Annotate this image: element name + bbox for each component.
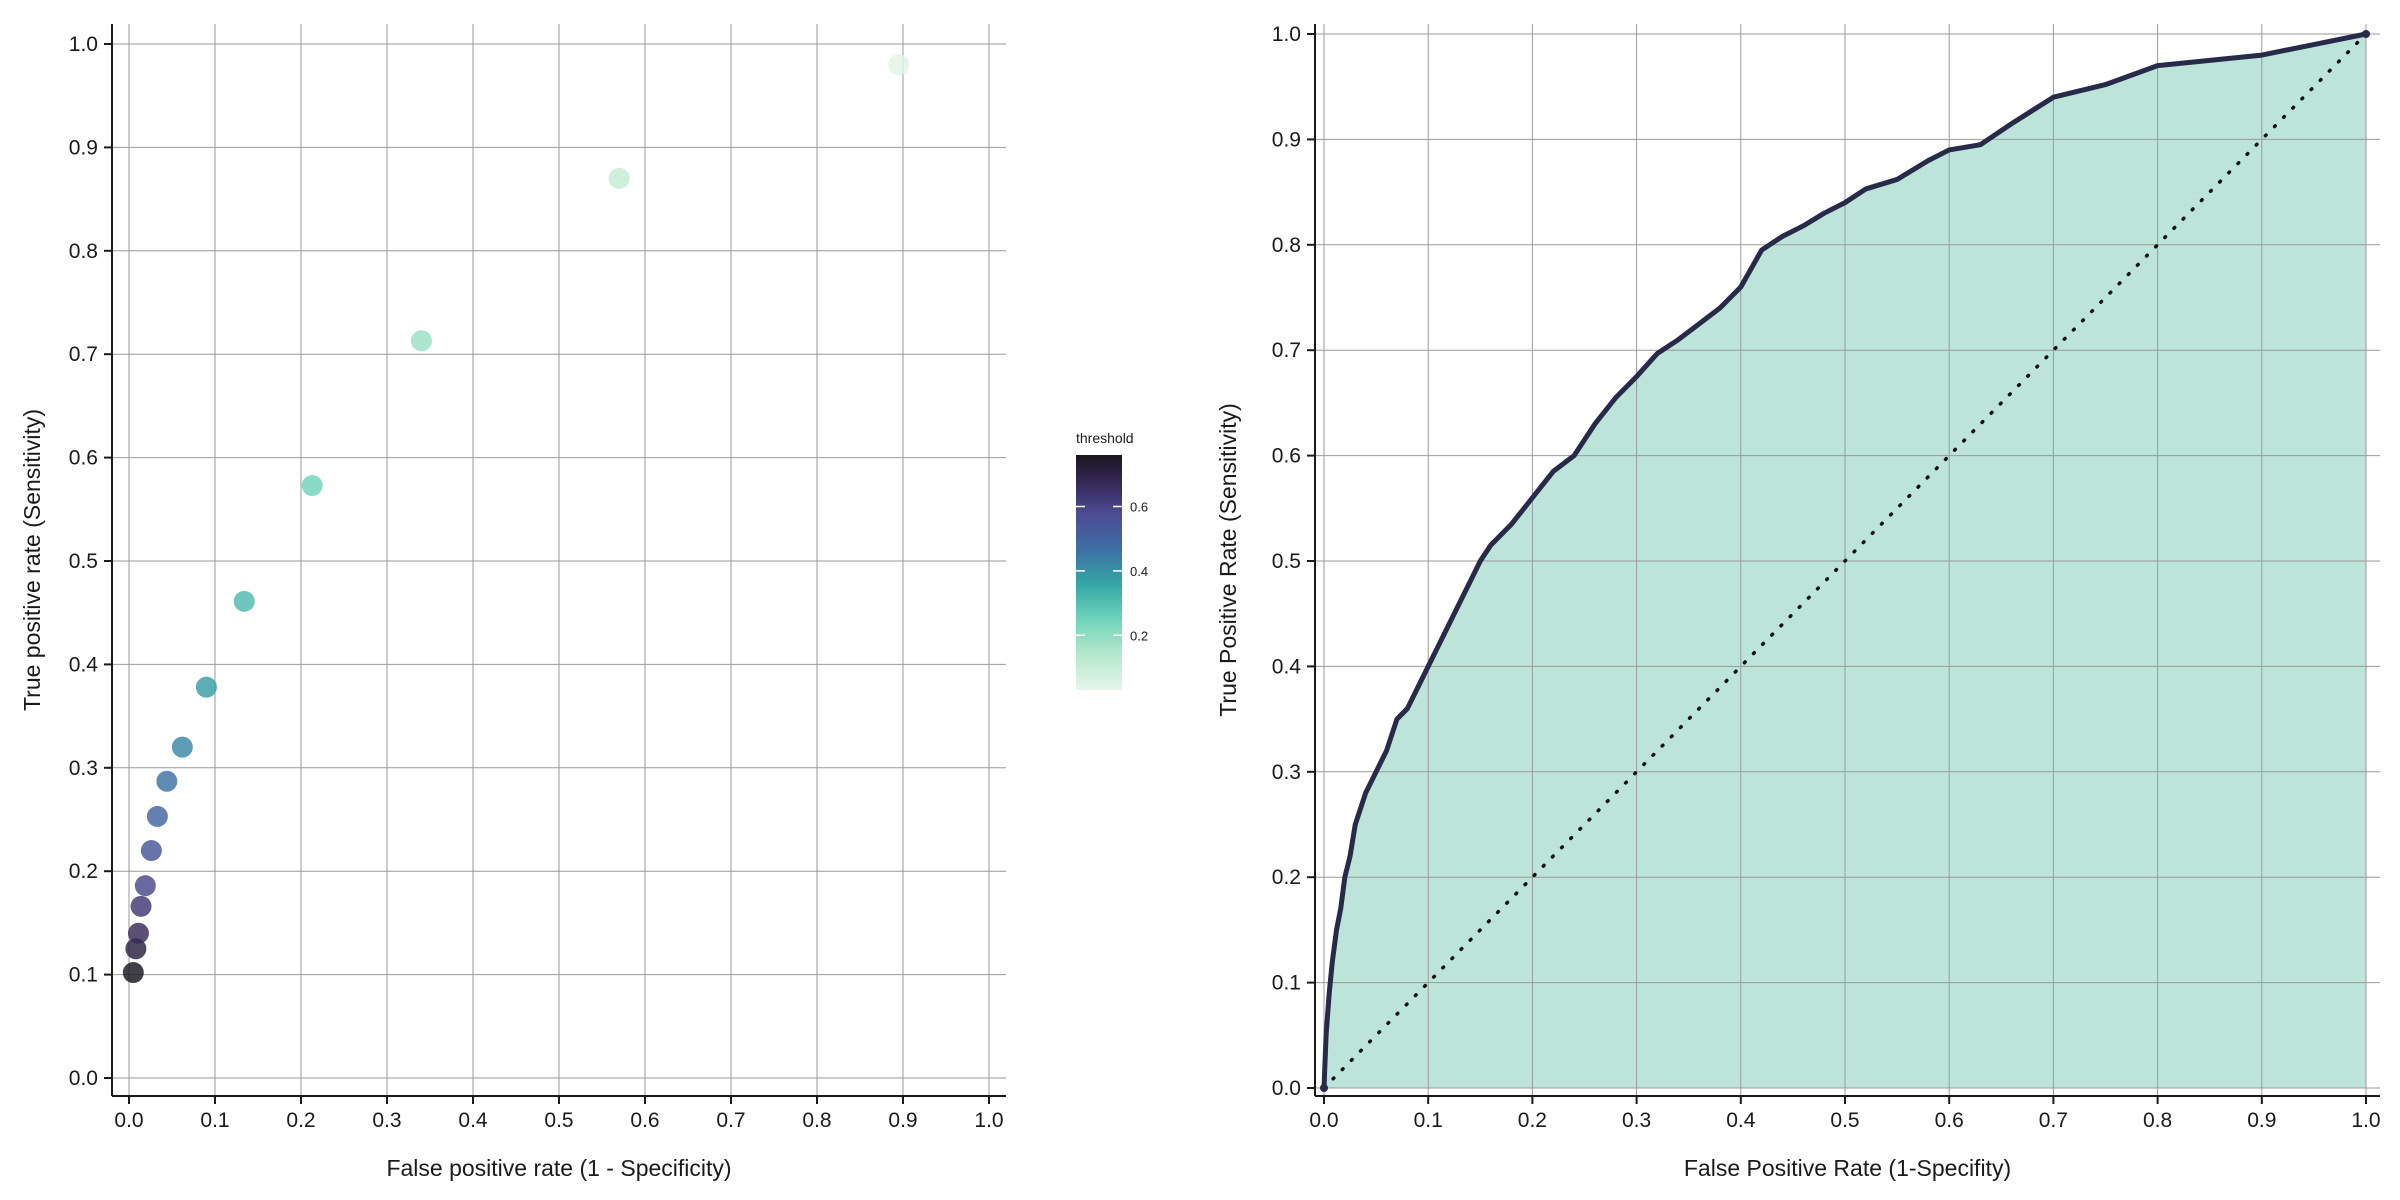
scatter-point	[127, 922, 149, 944]
legend-tick-label: 0.6	[1130, 500, 1148, 515]
y-tick-label: 0.6	[69, 447, 98, 470]
legend-tick-label: 0.4	[1130, 564, 1148, 579]
left-scatter-panel: 0.0 0.1 0.2 0.3 0.4 0.5 0.6 0.7 0.8 0.9 1.0 0.0 0.1 0…	[19, 24, 1006, 1181]
diagonal-reference-line	[1322, 32, 2368, 1090]
y-tick-label: 0.8	[69, 240, 98, 263]
x-tick-label: 0.9	[888, 1109, 917, 1132]
x-tick-label: 0.2	[1518, 1109, 1547, 1132]
x-tick-label: 0.3	[372, 1109, 401, 1132]
scatter-point	[233, 590, 255, 612]
y-tick-label: 0.0	[1272, 1077, 1301, 1100]
gridlines	[112, 24, 1006, 1096]
x-tick-label: 0.6	[1935, 1109, 1964, 1132]
scatter-point	[608, 167, 630, 189]
roc-start-point	[1320, 1084, 1328, 1092]
y-tick-label: 1.0	[69, 33, 98, 56]
y-tick-label: 0.2	[69, 860, 98, 883]
right-roc-panel: 0.0 0.1 0.2 0.3 0.4 0.5 0.6 0.7 0.8 0.9 1.0 0.0 0.1 0…	[1215, 23, 2381, 1181]
y-tick-label: 0.4	[1272, 655, 1302, 678]
y-tick-label: 0.5	[1272, 550, 1301, 573]
axes: 0.0 0.1 0.2 0.3 0.4 0.5 0.6 0.7 0.8 0.9 1.0 0.0 0.1 0…	[19, 24, 1006, 1181]
scatter-point	[156, 770, 178, 792]
x-axis-title: False Positive Rate (1-Specifity)	[1684, 1155, 2011, 1181]
x-tick-label: 0.4	[458, 1109, 488, 1132]
y-tick-label: 0.5	[69, 550, 98, 573]
threshold-legend: threshold 0.2 0.4 0.6	[1076, 430, 1148, 690]
y-tick-label: 0.7	[1272, 339, 1301, 362]
y-tick-label: 0.9	[1272, 128, 1301, 151]
axes: 0.0 0.1 0.2 0.3 0.4 0.5 0.6 0.7 0.8 0.9 1.0 0.0 0.1 0…	[1215, 23, 2381, 1181]
x-tick-label: 0.5	[1830, 1109, 1859, 1132]
x-tick-label: 0.7	[716, 1109, 745, 1132]
y-tick-label: 0.1	[1272, 972, 1301, 995]
roc-curve-line	[1321, 31, 2367, 1089]
x-axis-title: False positive rate (1 - Specificity)	[386, 1155, 731, 1181]
y-tick-label: 1.0	[1272, 23, 1301, 46]
y-axis-title: True Positive Rate (Sensitivity)	[1215, 403, 1241, 717]
y-axis-title: True positive rate (Sensitivity)	[19, 409, 45, 711]
scatter-point	[171, 736, 193, 758]
y-tick-label: 0.1	[69, 964, 98, 987]
x-tick-label: 0.8	[802, 1109, 831, 1132]
y-tick-label: 0.6	[1272, 445, 1301, 468]
y-tick-label: 0.7	[69, 343, 98, 366]
y-tick-label: 0.3	[1272, 761, 1301, 784]
legend-tick-label: 0.2	[1130, 628, 1148, 643]
x-tick-label: 0.4	[1726, 1109, 1756, 1132]
x-tick-label: 0.3	[1622, 1109, 1651, 1132]
roc-end-point	[2362, 30, 2370, 38]
y-tick-label: 0.4	[69, 653, 99, 676]
x-tick-label: 0.1	[200, 1109, 229, 1132]
y-tick-label: 0.9	[69, 136, 98, 159]
x-tick-label: 1.0	[2351, 1109, 2380, 1132]
scatter-point	[134, 875, 156, 897]
scatter-point	[122, 962, 144, 984]
scatter-point	[140, 840, 162, 862]
legend-colorbar	[1076, 455, 1122, 690]
y-tick-label: 0.2	[1272, 866, 1301, 889]
y-tick-label: 0.3	[69, 757, 98, 780]
x-tick-label: 0.5	[544, 1109, 573, 1132]
scatter-point	[410, 330, 432, 352]
x-tick-label: 0.7	[2039, 1109, 2068, 1132]
gridlines	[1315, 24, 2380, 1096]
scatter-point	[301, 475, 323, 497]
scatter-point	[146, 805, 168, 827]
x-tick-label: 0.9	[2247, 1109, 2276, 1132]
scatter-point	[888, 54, 910, 76]
x-tick-label: 0.0	[114, 1109, 143, 1132]
y-tick-label: 0.8	[1272, 234, 1301, 257]
x-tick-label: 0.8	[2143, 1109, 2172, 1132]
x-tick-label: 0.0	[1309, 1109, 1338, 1132]
x-tick-label: 0.1	[1414, 1109, 1443, 1132]
x-tick-label: 0.2	[286, 1109, 315, 1132]
y-tick-label: 0.0	[69, 1067, 98, 1090]
x-tick-label: 1.0	[974, 1109, 1003, 1132]
scatter-point	[195, 676, 217, 698]
scatter-point	[130, 895, 152, 917]
legend-title: threshold	[1076, 430, 1134, 446]
scatter-points	[122, 54, 910, 984]
x-tick-label: 0.6	[630, 1109, 659, 1132]
scatter-point	[125, 938, 147, 960]
